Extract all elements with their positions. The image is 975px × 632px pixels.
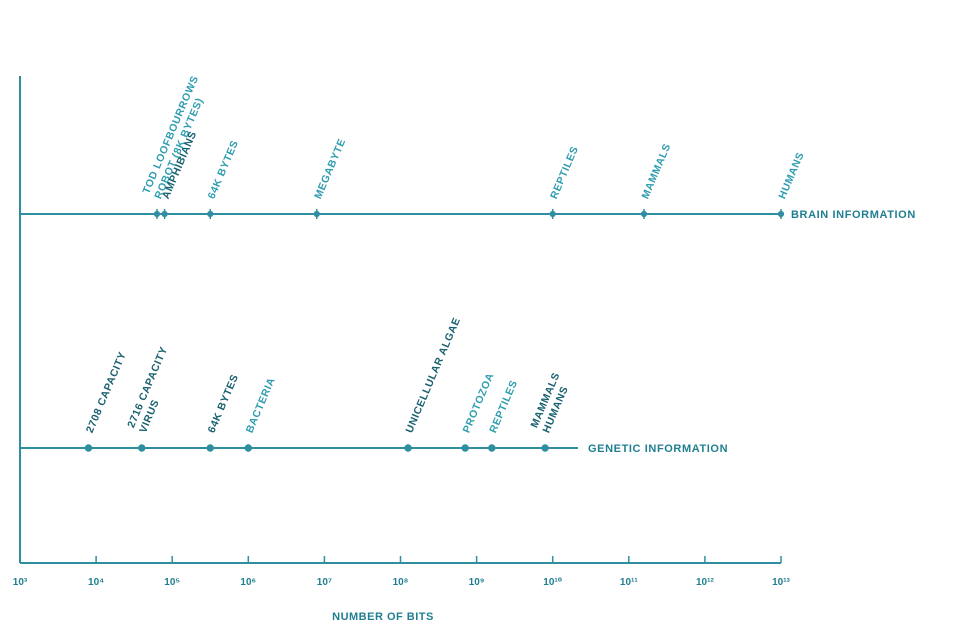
data-label-group: MAMMALS <box>639 142 673 201</box>
x-tick-label: 10⁴ <box>88 577 104 588</box>
data-label: UNICELLULAR ALGAE <box>404 316 464 435</box>
data-label: 2708 CAPACITY <box>84 350 129 435</box>
data-point <box>488 444 496 452</box>
data-point <box>153 210 161 218</box>
x-tick-label: 10¹² <box>696 577 714 588</box>
data-point <box>244 444 253 452</box>
data-label: BACTERIA <box>244 376 278 435</box>
data-label-group: UNICELLULAR ALGAE <box>404 316 464 435</box>
data-point <box>461 444 469 452</box>
data-label-group: 64K BYTES <box>206 372 242 434</box>
x-axis-label: NUMBER OF BITS <box>332 611 434 623</box>
data-label-group: REPTILES <box>548 144 581 200</box>
x-tick-label: 10¹¹ <box>620 577 638 588</box>
x-tick-label: 10⁵ <box>164 577 180 588</box>
data-point <box>313 210 320 218</box>
data-point <box>138 444 146 452</box>
data-label-group: MEGABYTE <box>312 137 348 201</box>
data-point <box>549 210 556 218</box>
data-label-group: 64K BYTES <box>206 138 242 200</box>
x-ticks: 10³ 10⁴ 10⁵ 10⁶ 10⁷ 10⁸ 10⁹ 10¹⁰ 10¹¹ 10¹² 10¹³ <box>13 556 791 588</box>
data-label: 64K BYTES <box>206 372 242 434</box>
data-label: REPTILES <box>548 144 581 200</box>
data-label: REPTILES <box>487 378 520 434</box>
x-tick-label: 10³ <box>13 577 28 588</box>
data-label-group: HUMANS <box>776 150 806 200</box>
data-label-group: BACTERIA <box>244 376 278 435</box>
x-tick-label: 10⁹ <box>469 577 485 588</box>
data-point <box>84 444 93 452</box>
x-tick-label: 10⁶ <box>240 577 256 588</box>
x-tick-label: 10⁸ <box>393 577 409 588</box>
data-point <box>206 444 214 452</box>
data-point <box>161 210 168 218</box>
series-name-label: BRAIN INFORMATION <box>791 209 916 221</box>
data-label: MEGABYTE <box>312 137 348 201</box>
data-point <box>207 210 214 218</box>
data-point <box>640 210 648 218</box>
data-label-group: 2708 CAPACITY <box>84 350 129 435</box>
x-tick-label: 10¹³ <box>772 577 790 588</box>
x-tick-label: 10¹⁰ <box>543 577 562 588</box>
data-point <box>541 444 549 452</box>
data-point <box>404 444 412 452</box>
series-name-label: GENETIC INFORMATION <box>588 443 728 455</box>
data-point <box>777 210 785 218</box>
x-tick-label: 10⁷ <box>317 577 332 588</box>
data-label: 64K BYTES <box>206 138 242 200</box>
data-label-group: REPTILES <box>487 378 520 434</box>
data-label: MAMMALS <box>639 142 673 201</box>
data-label: HUMANS <box>776 150 806 200</box>
